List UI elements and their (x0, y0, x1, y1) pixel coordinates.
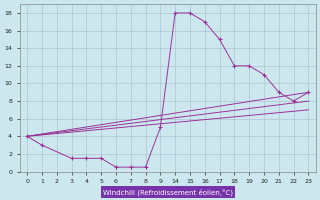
X-axis label: Windchill (Refroidissement éolien,°C): Windchill (Refroidissement éolien,°C) (103, 188, 233, 196)
